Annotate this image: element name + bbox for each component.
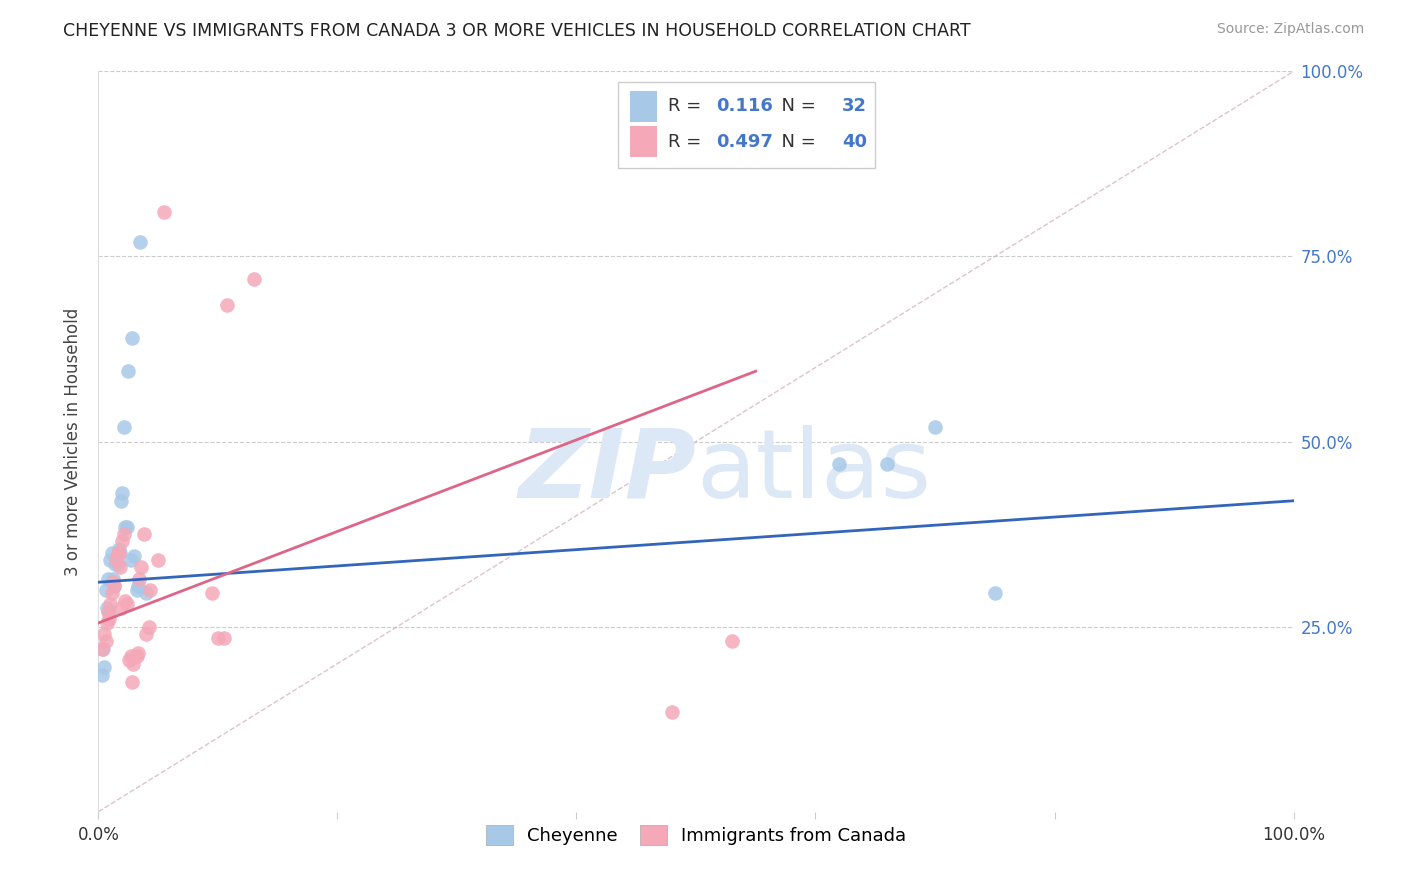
Point bbox=[661, 705, 683, 719]
Point bbox=[94, 582, 117, 597]
Text: atlas: atlas bbox=[696, 425, 931, 517]
Point bbox=[100, 546, 122, 560]
Point bbox=[131, 560, 153, 574]
Point bbox=[139, 582, 162, 597]
Point bbox=[212, 631, 235, 645]
Point bbox=[121, 675, 143, 690]
Point bbox=[101, 575, 124, 590]
Y-axis label: 3 or more Vehicles in Household: 3 or more Vehicles in Household bbox=[65, 308, 83, 575]
Point bbox=[207, 631, 229, 645]
Point bbox=[91, 641, 114, 656]
Point bbox=[129, 235, 152, 249]
Point bbox=[132, 527, 155, 541]
Point bbox=[107, 546, 129, 560]
Point bbox=[112, 419, 135, 434]
Text: 40: 40 bbox=[842, 133, 866, 151]
Text: 32: 32 bbox=[842, 97, 866, 115]
Point bbox=[135, 627, 157, 641]
Point bbox=[924, 419, 946, 434]
Text: Source: ZipAtlas.com: Source: ZipAtlas.com bbox=[1216, 22, 1364, 37]
Point bbox=[108, 546, 131, 560]
Point bbox=[125, 649, 148, 664]
Point bbox=[127, 579, 149, 593]
Point bbox=[120, 553, 142, 567]
Point bbox=[118, 653, 141, 667]
Point bbox=[201, 586, 224, 600]
Point bbox=[111, 534, 134, 549]
Legend: Cheyenne, Immigrants from Canada: Cheyenne, Immigrants from Canada bbox=[477, 815, 915, 855]
Point bbox=[105, 553, 128, 567]
Point bbox=[96, 601, 118, 615]
Point bbox=[115, 519, 138, 533]
Point bbox=[115, 598, 138, 612]
Point bbox=[107, 541, 129, 556]
Point bbox=[93, 660, 115, 674]
Point bbox=[98, 553, 122, 567]
Point bbox=[122, 657, 145, 671]
Point bbox=[124, 549, 146, 564]
Text: R =: R = bbox=[668, 97, 707, 115]
Point bbox=[91, 641, 114, 656]
Point bbox=[100, 586, 122, 600]
Point bbox=[98, 605, 121, 619]
Point bbox=[125, 582, 148, 597]
Text: ZIP: ZIP bbox=[517, 425, 696, 517]
Point bbox=[121, 331, 143, 345]
Point bbox=[91, 667, 114, 681]
Point bbox=[114, 519, 136, 533]
Point bbox=[111, 486, 134, 500]
Point bbox=[153, 205, 176, 219]
Point bbox=[217, 297, 239, 311]
Point bbox=[120, 649, 142, 664]
Point bbox=[243, 271, 266, 285]
Point bbox=[97, 605, 120, 619]
Point bbox=[110, 601, 132, 615]
Point bbox=[101, 572, 124, 586]
Text: 0.497: 0.497 bbox=[716, 133, 773, 151]
Point bbox=[94, 634, 117, 648]
Point bbox=[148, 553, 170, 567]
Point bbox=[110, 493, 132, 508]
Point bbox=[984, 586, 1007, 600]
Point bbox=[97, 572, 120, 586]
Text: CHEYENNE VS IMMIGRANTS FROM CANADA 3 OR MORE VEHICLES IN HOUSEHOLD CORRELATION C: CHEYENNE VS IMMIGRANTS FROM CANADA 3 OR … bbox=[63, 22, 972, 40]
Text: 0.116: 0.116 bbox=[716, 97, 773, 115]
Point bbox=[114, 593, 136, 607]
Point bbox=[721, 634, 744, 648]
Point bbox=[107, 546, 129, 560]
Point bbox=[96, 615, 118, 630]
Point bbox=[876, 457, 898, 471]
Point bbox=[103, 579, 125, 593]
Point bbox=[112, 527, 135, 541]
Point bbox=[117, 364, 139, 378]
FancyBboxPatch shape bbox=[619, 82, 876, 168]
Point bbox=[98, 612, 121, 626]
Point bbox=[828, 457, 851, 471]
FancyBboxPatch shape bbox=[630, 91, 657, 121]
Point bbox=[98, 598, 122, 612]
Point bbox=[127, 646, 149, 660]
Point bbox=[93, 627, 115, 641]
Point bbox=[138, 619, 160, 633]
Point bbox=[108, 560, 131, 574]
Point bbox=[135, 586, 157, 600]
Text: N =: N = bbox=[770, 97, 821, 115]
FancyBboxPatch shape bbox=[630, 126, 657, 157]
Point bbox=[107, 557, 129, 571]
Point bbox=[128, 572, 150, 586]
Point bbox=[103, 579, 125, 593]
Text: R =: R = bbox=[668, 133, 707, 151]
Text: N =: N = bbox=[770, 133, 821, 151]
Point bbox=[104, 557, 127, 571]
